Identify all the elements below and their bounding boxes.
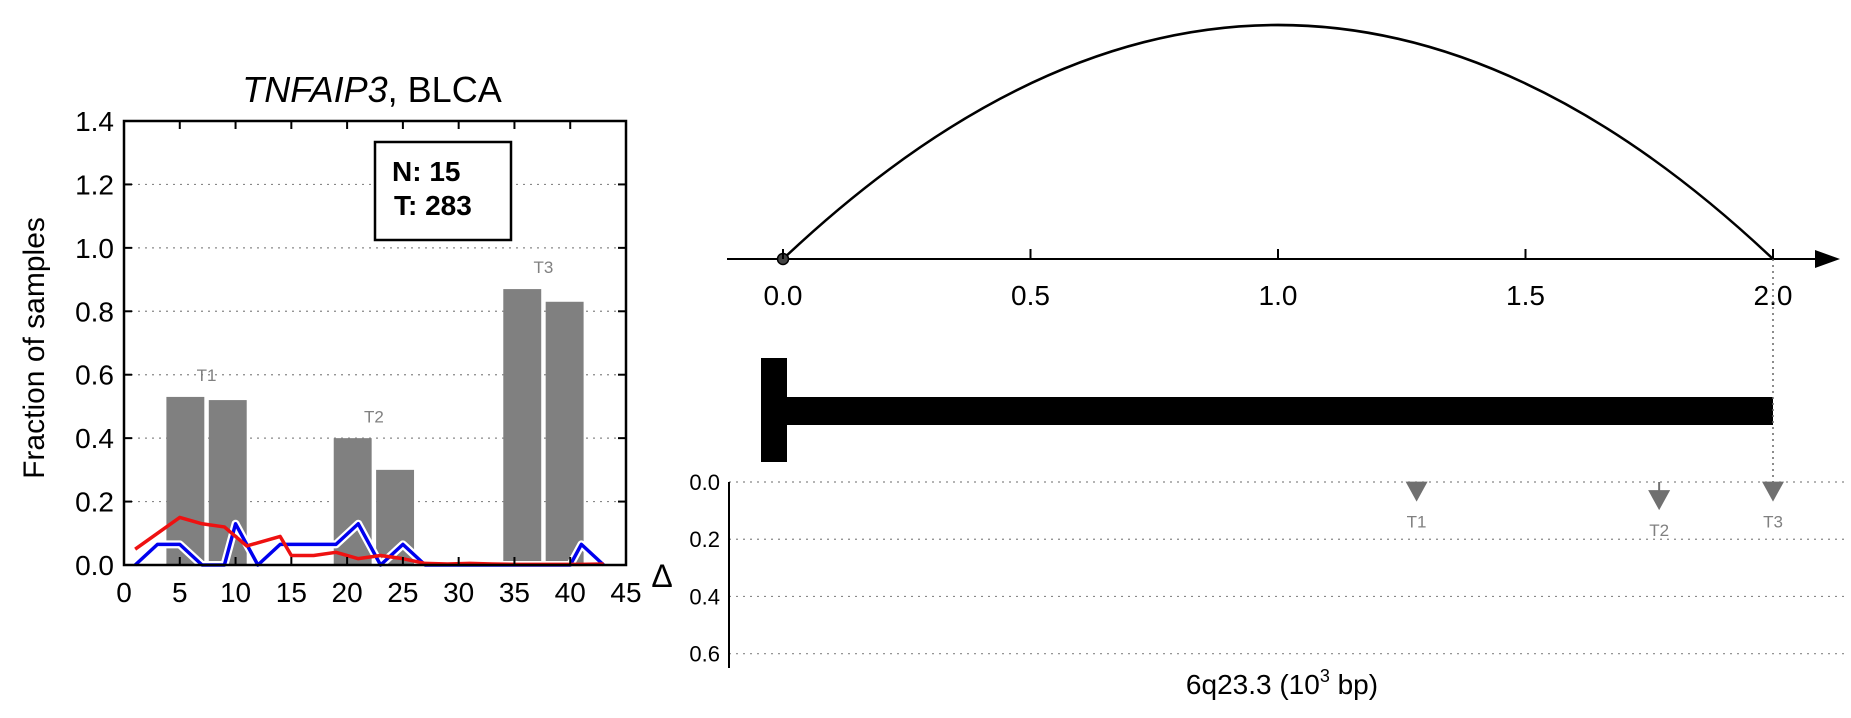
tumor-count-label: T: 283 bbox=[394, 190, 472, 221]
delta-axis-label: Δ bbox=[651, 558, 672, 594]
delta-marker-label: T2 bbox=[1649, 521, 1669, 540]
y-axis-label: Fraction of samples bbox=[18, 217, 51, 479]
position-tick-label: 1.0 bbox=[1259, 280, 1298, 311]
locus-x-label: 6q23.3 (103 bp) bbox=[1186, 666, 1378, 700]
bar-label: T1 bbox=[197, 366, 217, 385]
bar bbox=[545, 301, 584, 565]
y-tick-label: 1.4 bbox=[75, 106, 114, 137]
position-tick-label: 0.5 bbox=[1011, 280, 1050, 311]
bar bbox=[166, 396, 205, 565]
y-tick-label: 1.2 bbox=[75, 169, 114, 200]
y-tick-label: 0.4 bbox=[75, 423, 114, 454]
y-tick-label: 0.0 bbox=[75, 550, 114, 581]
delta-tick-label: 0.4 bbox=[689, 584, 720, 609]
plot-frame bbox=[122, 119, 628, 567]
arc-curve bbox=[782, 23, 1774, 260]
x-tick-label: 0 bbox=[116, 577, 132, 608]
delta-tick-label: 0.2 bbox=[689, 527, 720, 552]
x-tick-label: 10 bbox=[220, 577, 251, 608]
axis-arrow-icon bbox=[1815, 250, 1840, 268]
x-tick-label: 25 bbox=[387, 577, 418, 608]
locus-panel: 0.0 0.5 1.0 1.5 2.0 0.00.20.40.6 Δ T1 T2 T3 6q… bbox=[651, 23, 1848, 700]
bar-labels: T1 T2 T3 bbox=[197, 258, 554, 426]
bar-chart-panel: TNFAIP3, BLCA Fraction of samples T1 T2 T3… bbox=[18, 69, 642, 608]
gene-start-cap bbox=[761, 358, 787, 462]
delta-markers: T1 T2 T3 bbox=[1405, 259, 1784, 540]
x-tick-label: 35 bbox=[499, 577, 530, 608]
x-tick-label: 5 bbox=[172, 577, 188, 608]
y-tick-label: 1.0 bbox=[75, 233, 114, 264]
x-tick-label: 15 bbox=[276, 577, 307, 608]
delta-tick-label: 0.0 bbox=[689, 470, 720, 495]
position-tick-label: 1.5 bbox=[1506, 280, 1545, 311]
gene-body bbox=[783, 397, 1773, 425]
y-tick-label: 0.2 bbox=[75, 487, 114, 518]
y-tick-label: 0.6 bbox=[75, 360, 114, 391]
x-tick-label: 40 bbox=[555, 577, 586, 608]
sample-count-box bbox=[373, 140, 513, 242]
x-tick-label: 45 bbox=[610, 577, 641, 608]
y-tick-labels: 0.0 0.2 0.4 0.6 0.8 1.0 1.2 1.4 bbox=[75, 106, 626, 581]
normal-count-label: N: 15 bbox=[392, 156, 460, 187]
bar-label: T2 bbox=[364, 407, 384, 426]
y-tick-label: 0.8 bbox=[75, 296, 114, 327]
bar bbox=[503, 289, 542, 565]
chart-title: TNFAIP3, BLCA bbox=[242, 69, 501, 110]
delta-arrow-icon bbox=[1762, 481, 1784, 502]
position-tick-label: 0.0 bbox=[764, 280, 803, 311]
bars-group bbox=[166, 289, 584, 565]
delta-arrow-icon bbox=[1648, 490, 1671, 511]
delta-tick-label: 0.6 bbox=[689, 642, 720, 667]
delta-marker-label: T3 bbox=[1763, 513, 1783, 532]
x-tick-label: 20 bbox=[332, 577, 363, 608]
gene-body-bar bbox=[761, 358, 1773, 462]
delta-tick-labels: 0.0 0.2 0.4 0.6 bbox=[689, 470, 720, 667]
delta-arrow-icon bbox=[1405, 481, 1428, 502]
x-tick-label: 30 bbox=[443, 577, 474, 608]
bar-label: T3 bbox=[534, 258, 554, 277]
position-tick-labels: 0.0 0.5 1.0 1.5 2.0 bbox=[764, 249, 1792, 311]
delta-grid-lines bbox=[729, 481, 1848, 655]
x-tick-labels: 0 5 10 15 20 25 30 35 40 45 bbox=[116, 121, 642, 608]
delta-marker-label: T1 bbox=[1407, 513, 1427, 532]
